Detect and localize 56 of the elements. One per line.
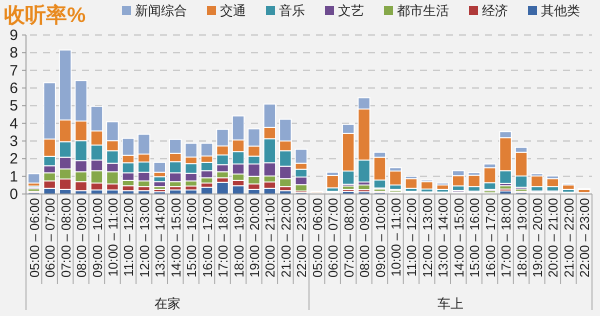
y-tick-label: 6: [10, 80, 18, 97]
y-tick-label: 9: [10, 27, 18, 44]
text: 在家: [154, 296, 180, 311]
text: 车上: [438, 296, 464, 311]
x-tick-label: 13:00 – 14:00: [152, 198, 168, 278]
x-tick-label: 14:00 – 15:00: [451, 198, 466, 278]
x-tick-label: 18:00 – 19:00: [514, 198, 530, 278]
x-tick-label: 16:00 – 17:00: [200, 198, 215, 278]
x-tick-label: 12:00 – 13:00: [136, 198, 152, 278]
x-tick-label: 21:00 – 22:00: [561, 198, 576, 278]
y-tick-label: 5: [10, 98, 18, 115]
x-tick-label: 08:00 – 09:00: [357, 198, 372, 278]
x-tick-label: 22:00 – 23:00: [294, 198, 310, 278]
x-tick-label: 11:00 – 12:00: [121, 198, 136, 277]
x-tick-label: 09:00 – 10:00: [90, 198, 105, 278]
legend-label: 新闻综合: [135, 3, 187, 18]
x-tick-label: 08:00 – 09:00: [74, 198, 90, 278]
x-tick-label: 13:00 – 14:00: [436, 198, 451, 278]
x-tick-label: 05:00 – 06:00: [26, 198, 42, 278]
x-tick-label: 15:00 – 16:00: [184, 198, 200, 278]
y-tick-label: 1: [10, 168, 18, 186]
legend-label: 文艺: [338, 3, 364, 18]
x-tick-label: 18:00 – 19:00: [231, 198, 246, 278]
x-tick-label: 12:00 – 13:00: [420, 198, 435, 278]
x-tick-label: 09:00 – 10:00: [372, 198, 388, 278]
y-tick-label: 4: [10, 115, 18, 132]
x-tick-label: 22:00 – 23:00: [577, 198, 592, 278]
x-tick-label: 17:00 – 18:00: [216, 198, 231, 278]
legend-label: 音乐: [279, 3, 305, 18]
x-tick-label: 14:00 – 15:00: [168, 198, 184, 278]
x-tick-label: 10:00 – 11:00: [388, 198, 404, 277]
y-tick-label: 8: [10, 44, 18, 62]
x-tick-label: 20:00 – 21:00: [262, 198, 278, 278]
x-tick-label: 07:00 – 08:00: [341, 198, 356, 278]
x-tick-label: 06:00 – 07:00: [326, 198, 341, 278]
x-tick-label: 11:00 – 12:00: [404, 198, 420, 277]
legend-label: 都市生活: [397, 3, 449, 18]
x-tick-label: 15:00 – 16:00: [467, 198, 482, 278]
legend-label: 其他类: [541, 3, 580, 18]
x-tick-label: 06:00 – 07:00: [42, 198, 58, 278]
x-tick-label: 21:00 – 22:00: [278, 198, 294, 278]
chart-title: 收听率%: [4, 3, 86, 27]
x-tick-label: 16:00 – 17:00: [482, 198, 498, 278]
x-tick-label: 20:00 – 21:00: [546, 198, 561, 278]
x-tick-label: 17:00 – 18:00: [498, 198, 514, 278]
y-tick-label: 0: [10, 186, 18, 203]
x-tick-label: 19:00 – 20:00: [246, 198, 262, 278]
x-tick-label: 07:00 – 08:00: [58, 198, 74, 278]
x-tick-label: 10:00 – 11:00: [105, 198, 120, 277]
y-tick-label: 3: [10, 133, 18, 150]
legend-label: 经济: [482, 3, 508, 18]
y-tick-label: 2: [10, 150, 18, 168]
x-tick-label: 05:00 – 06:00: [310, 198, 325, 278]
y-tick-label: 7: [10, 62, 18, 80]
legend-label: 交通: [220, 3, 246, 18]
x-tick-label: 19:00 – 20:00: [530, 198, 545, 278]
